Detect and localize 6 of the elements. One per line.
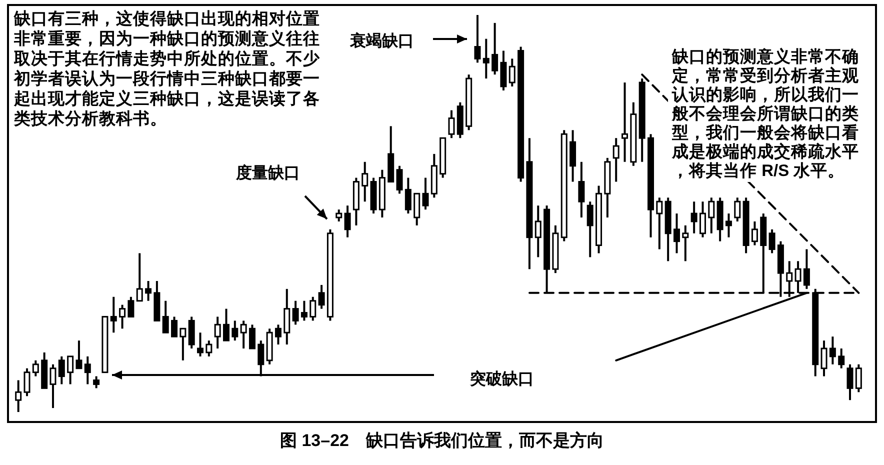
annotation: 缺口有三种，这使得缺口出现的相对位置非常重要，因为一种缺口的预测意义往往取决于其在行情走势中所处的位置。不少初学者误认为一段行情中三种缺口都要一起出现才能定义三种缺口，这是误读了各类技术分析教科书。 xyxy=(14,10,320,128)
annotation: 度量缺口 xyxy=(236,165,300,182)
annotation: 缺口的预测意义非常不确定，常常受到分析者主观认识的影响，所以我们一般不会理会所谓缺口的类型，我们一般会将缺口看成是极端的成交稀疏水平，将其当作 R/S 水平。 xyxy=(672,48,859,180)
annotation: 突破缺口 xyxy=(470,371,534,388)
title: 图 13–22 缺口告诉我们位置，而不是方向 xyxy=(280,431,604,450)
annotation: 衰竭缺口 xyxy=(350,33,414,50)
